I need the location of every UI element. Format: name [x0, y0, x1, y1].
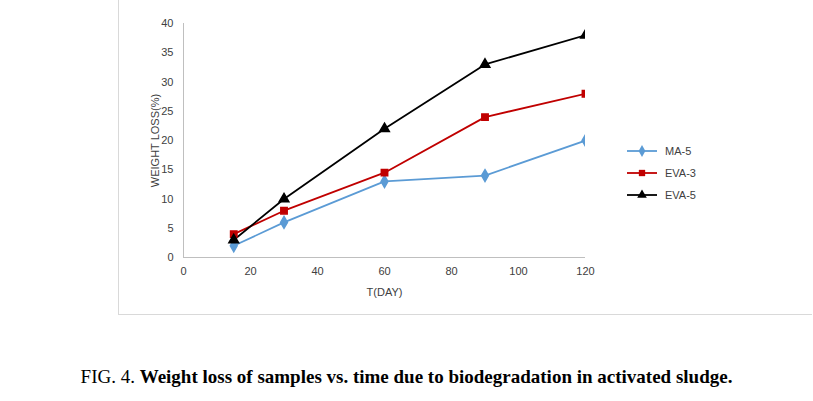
svg-text:40: 40 — [311, 265, 323, 277]
html-text:EVA-5: EVA-5 — [665, 189, 696, 201]
svg-text:120: 120 — [576, 265, 594, 277]
svg-text:80: 80 — [445, 265, 457, 277]
svg-text:25: 25 — [161, 105, 173, 117]
svg-text:35: 35 — [161, 46, 173, 58]
html-text:MA-5: MA-5 — [665, 145, 692, 157]
svg-text:0: 0 — [180, 265, 186, 277]
svg-text:10: 10 — [161, 193, 173, 205]
svg-text:100: 100 — [509, 265, 527, 277]
svg-text:60: 60 — [378, 265, 390, 277]
svg-text:0: 0 — [167, 251, 173, 263]
html-text:EVA-3: EVA-3 — [665, 167, 696, 179]
svg-text:30: 30 — [161, 76, 173, 88]
svg-text:15: 15 — [161, 163, 173, 175]
svg-text:5: 5 — [167, 222, 173, 234]
svg-text:T(DAY): T(DAY) — [367, 286, 403, 298]
svg-text:20: 20 — [244, 265, 256, 277]
html-text:FIG. 4. Weight loss of samples: FIG. 4. Weight loss of samples vs. time … — [80, 366, 733, 387]
svg-text:40: 40 — [161, 17, 173, 29]
svg-text:WEIGHT LOSS(%): WEIGHT LOSS(%) — [149, 94, 161, 187]
svg-text:20: 20 — [161, 134, 173, 146]
